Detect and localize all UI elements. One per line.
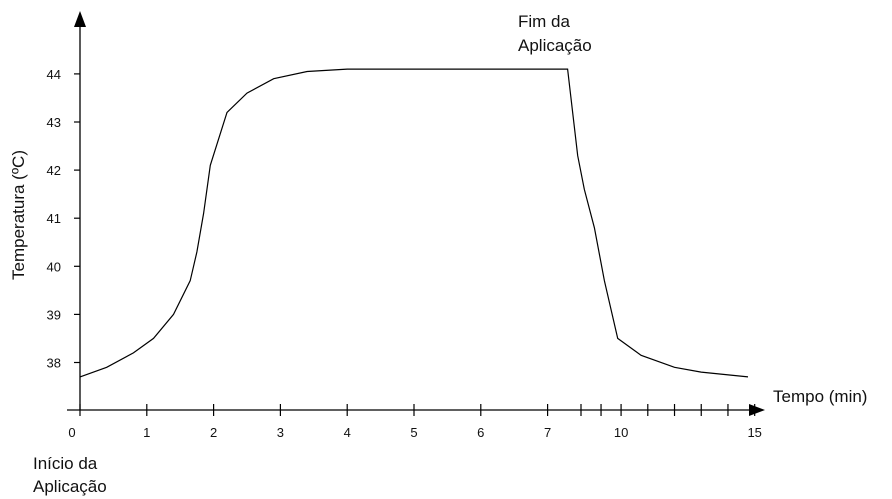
temperature-series-line [79, 68, 749, 378]
x-tick-label: 3 [277, 425, 284, 440]
y-axis-title: Temperatura (ºC) [9, 150, 28, 280]
x-axis [67, 404, 765, 416]
y-tick-label: 39 [47, 307, 61, 322]
x-tick-label: 0 [68, 425, 75, 440]
y-tick-label: 43 [47, 115, 61, 130]
x-ticks: 0 1 2 3 4 5 6 7 10 15 [68, 404, 762, 440]
y-tick-label: 38 [47, 356, 61, 371]
y-axis [74, 11, 86, 410]
x-tick-label: 2 [210, 425, 217, 440]
x-axis-arrow [749, 404, 765, 416]
y-tick-label: 41 [47, 211, 61, 226]
y-tick-label: 40 [47, 259, 61, 274]
y-axis-arrow [74, 11, 86, 27]
y-ticks: 38 39 40 41 42 43 44 [47, 67, 80, 371]
x-axis-title: Tempo (min) [773, 387, 867, 406]
x-tick-label: 15 [747, 425, 761, 440]
x-tick-label: 7 [544, 425, 551, 440]
start-annotation-line2: Aplicação [33, 477, 107, 496]
end-annotation-line2: Aplicação [518, 36, 592, 55]
y-tick-label: 44 [47, 67, 61, 82]
end-annotation-line1: Fim da [518, 12, 571, 31]
x-tick-label: 5 [410, 425, 417, 440]
start-annotation-line1: Início da [33, 454, 98, 473]
x-tick-label: 1 [143, 425, 150, 440]
x-tick-label: 6 [477, 425, 484, 440]
x-tick-label: 10 [614, 425, 628, 440]
x-tick-label: 4 [344, 425, 351, 440]
y-tick-label: 42 [47, 163, 61, 178]
